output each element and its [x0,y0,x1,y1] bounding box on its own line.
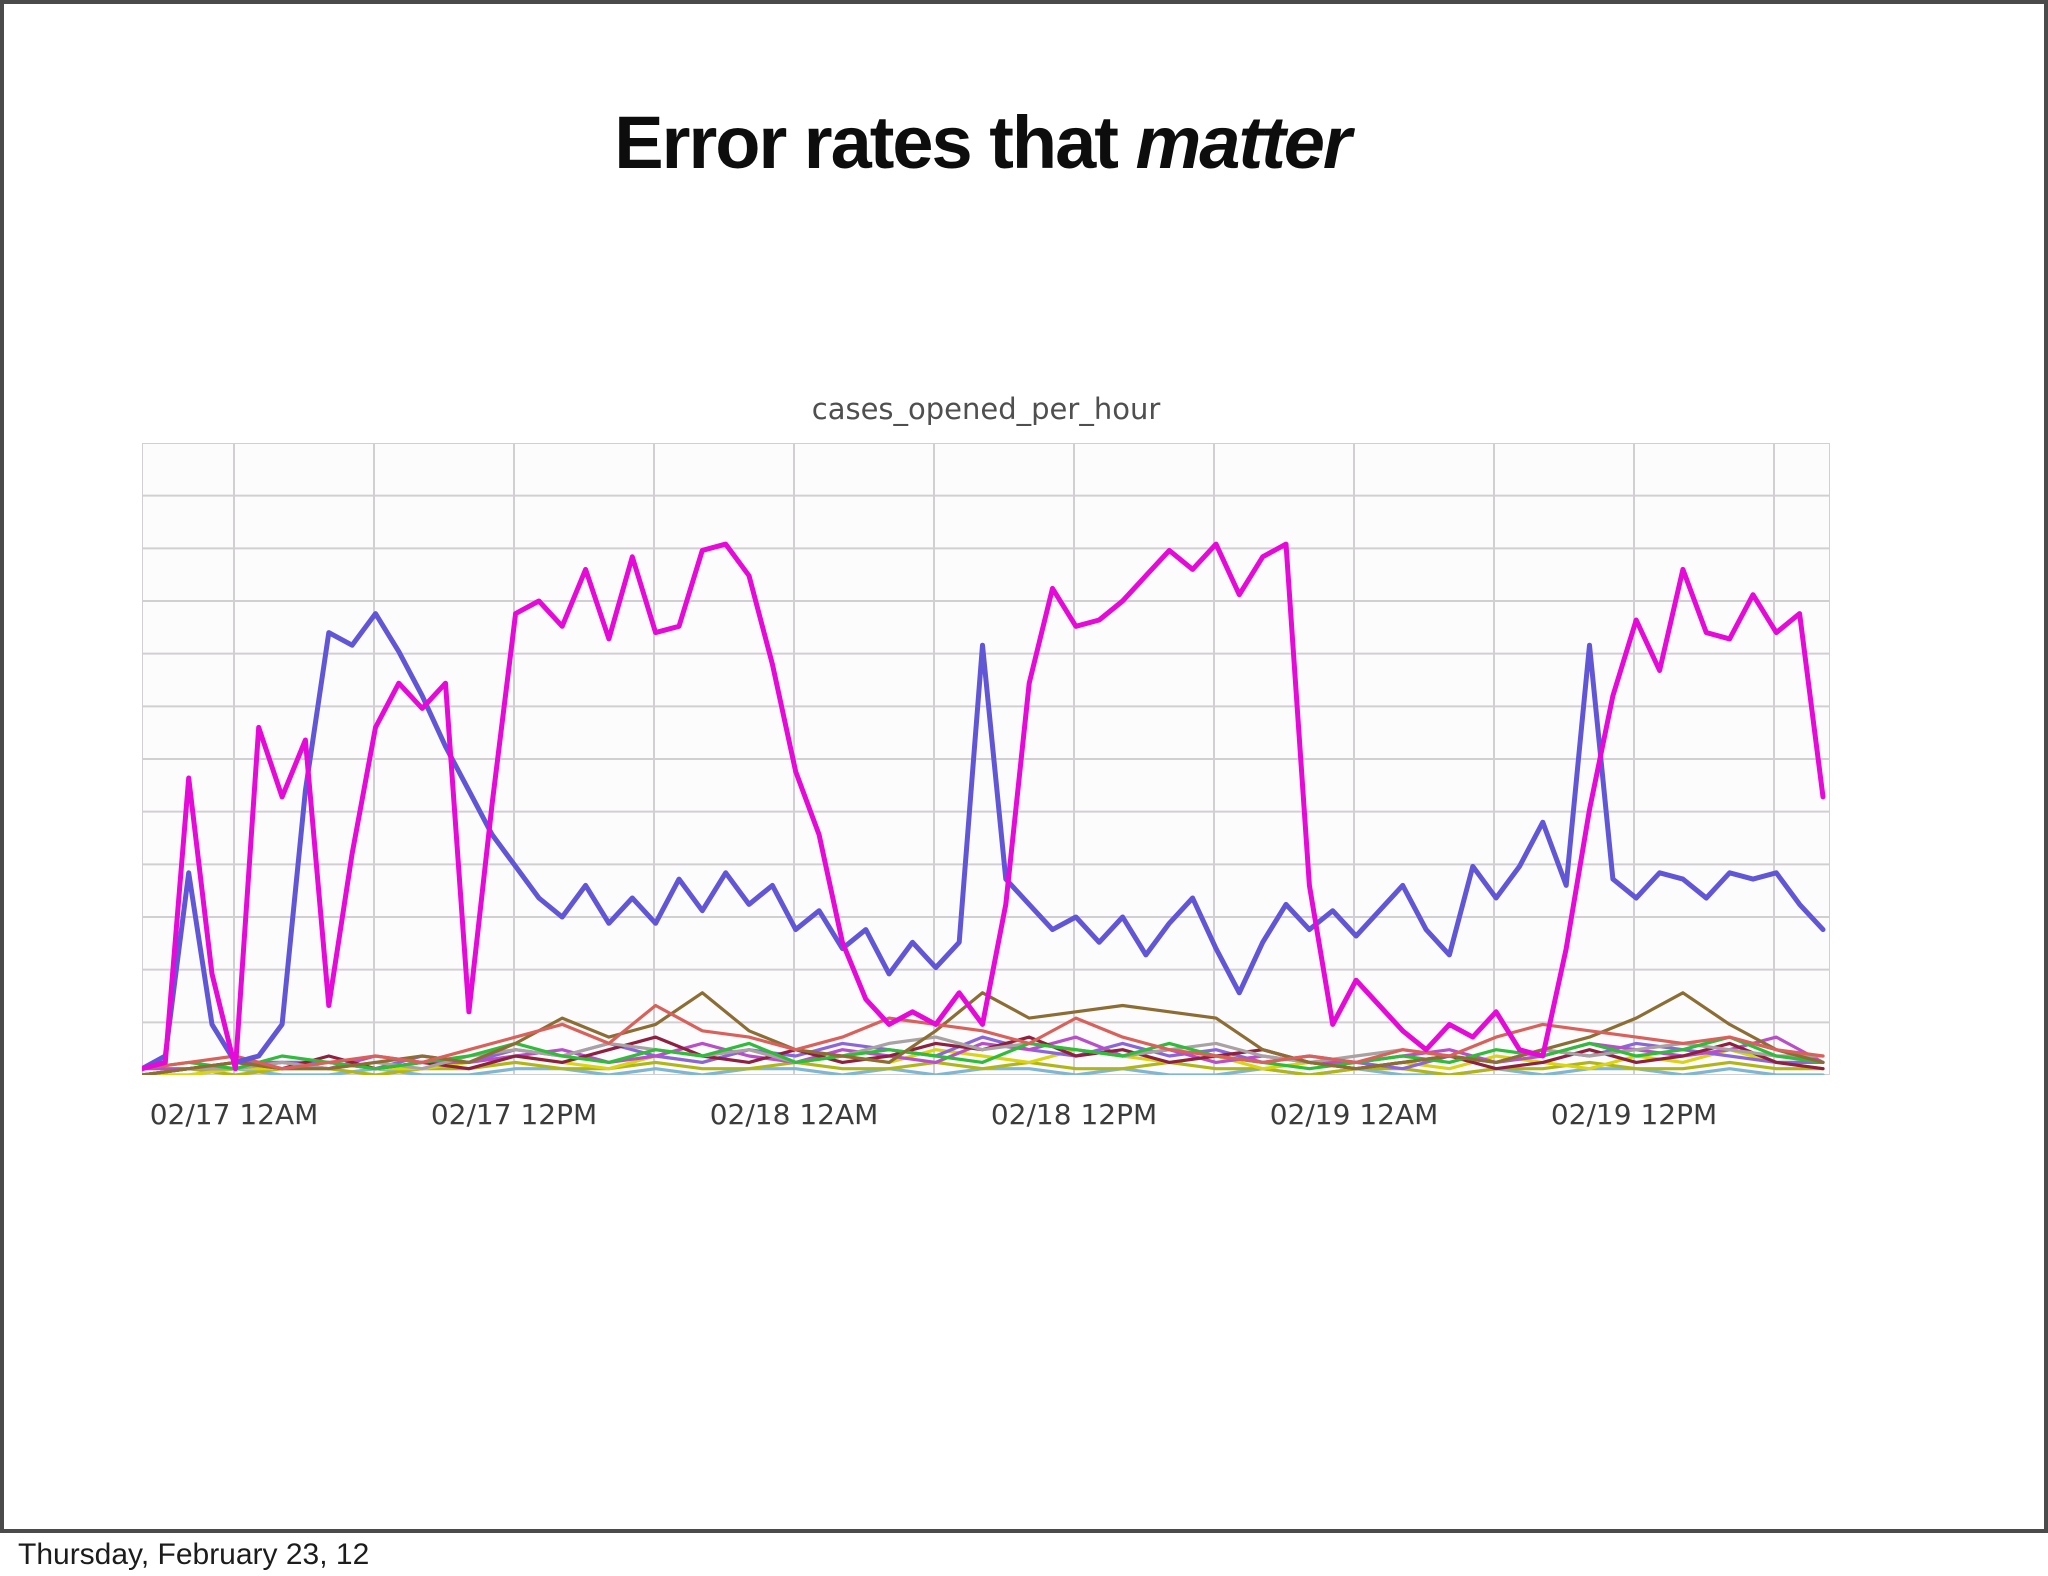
footer-date: Thursday, February 23, 12 [18,1538,370,1571]
page-title: Error rates that matter [0,100,2006,185]
x-tick-label: 02/18 12AM [709,1098,879,1131]
series-blue-main [142,611,1826,1072]
x-tick-label: 02/19 12AM [1269,1098,1439,1131]
chart-title: cases_opened_per_hour [811,392,1161,426]
page-title-regular: Error rates that [614,101,1136,184]
x-tick-label: 02/17 12PM [430,1098,598,1131]
page-title-italic: matter [1135,101,1351,184]
x-tick-label: 02/18 12PM [990,1098,1158,1131]
x-tick-label: 02/17 12AM [149,1098,319,1131]
line-chart-plot-area [142,443,1830,1075]
series-salmon-minor [142,1003,1825,1071]
x-tick-label: 02/19 12PM [1550,1098,1718,1131]
series-magenta-main [142,541,1826,1072]
